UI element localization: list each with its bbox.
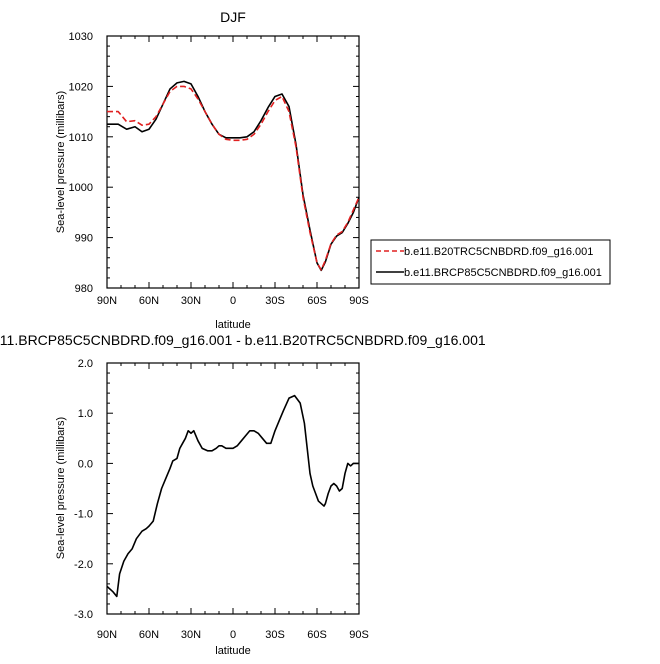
y-tick-label: 980 xyxy=(75,283,93,295)
bottom-x-tick-labels: 90N 60N 30N 0 30S 60S 90S xyxy=(97,629,369,641)
x-tick-label: 30S xyxy=(265,629,285,641)
y-tick-label: 1020 xyxy=(69,81,93,93)
y-tick-label: -1.0 xyxy=(74,509,93,521)
bottom-y-axis-label: Sea-level pressure (millibars) xyxy=(55,417,67,559)
y-tick-label: -2.0 xyxy=(74,559,93,571)
x-tick-label: 60S xyxy=(307,629,327,641)
top-plot-area: 90N 60N 30N 0 30S 60S 90S 980 990 1000 1… xyxy=(69,31,369,307)
y-tick-label: 2.0 xyxy=(78,358,93,370)
bottom-panel: b.e11.BRCP85C5CNBDRD.f09_g16.001 - b.e11… xyxy=(0,332,486,657)
x-tick-label: 90N xyxy=(97,295,117,307)
series-line xyxy=(106,394,359,598)
x-tick-label: 90S xyxy=(349,629,369,641)
x-tick-label: 90N xyxy=(97,629,117,641)
bottom-plot-area: 90N 60N 30N 0 30S 60S 90S -3.0 -2.0 -1.0… xyxy=(74,358,369,641)
top-y-tick-labels: 980 990 1000 1010 1020 1030 xyxy=(69,31,93,295)
x-tick-label: 30N xyxy=(181,629,201,641)
y-tick-label: -3.0 xyxy=(74,609,93,621)
y-tick-label: 1030 xyxy=(69,31,93,43)
top-plot-frame xyxy=(106,35,360,289)
x-tick-label: 60N xyxy=(139,295,159,307)
y-tick-label: 1000 xyxy=(69,182,93,194)
series-line xyxy=(107,85,360,271)
top-axis-ticks xyxy=(106,35,360,289)
top-chart-title: DJF xyxy=(220,9,246,25)
legend: b.e11.B20TRC5CNBDRD.f09_g16.001 b.e11.BR… xyxy=(370,239,611,285)
top-series-lines xyxy=(107,80,360,272)
top-x-axis-label: latitude xyxy=(215,319,250,331)
x-tick-label: 60N xyxy=(139,629,159,641)
top-y-axis-label: Sea-level pressure (millibars) xyxy=(55,91,67,233)
legend-entry: b.e11.BRCP85C5CNBDRD.f09_g16.001 xyxy=(404,267,602,279)
bottom-x-axis-label: latitude xyxy=(215,645,250,657)
series-line xyxy=(107,80,360,272)
x-tick-label: 0 xyxy=(230,629,236,641)
bottom-chart-title: b.e11.BRCP85C5CNBDRD.f09_g16.001 - b.e11… xyxy=(0,332,486,348)
y-tick-label: 1.0 xyxy=(78,408,93,420)
bottom-axis-ticks xyxy=(106,362,360,615)
x-tick-label: 90S xyxy=(349,295,369,307)
top-panel: DJF 90N 60N 30N 0 30S 60S 90S 980 990 10… xyxy=(55,9,611,331)
x-tick-label: 30S xyxy=(265,295,285,307)
y-tick-label: 0.0 xyxy=(78,458,93,470)
bottom-y-tick-labels: -3.0 -2.0 -1.0 0.0 1.0 2.0 xyxy=(74,358,93,621)
bottom-plot-frame xyxy=(106,362,360,615)
x-tick-label: 30N xyxy=(181,295,201,307)
y-tick-label: 1010 xyxy=(69,132,93,144)
y-tick-label: 990 xyxy=(75,233,93,245)
legend-box xyxy=(370,239,611,285)
legend-entry: b.e11.B20TRC5CNBDRD.f09_g16.001 xyxy=(404,246,593,258)
bottom-series-lines xyxy=(106,394,359,598)
top-x-tick-labels: 90N 60N 30N 0 30S 60S 90S xyxy=(97,295,369,307)
x-tick-label: 60S xyxy=(307,295,327,307)
x-tick-label: 0 xyxy=(230,295,236,307)
